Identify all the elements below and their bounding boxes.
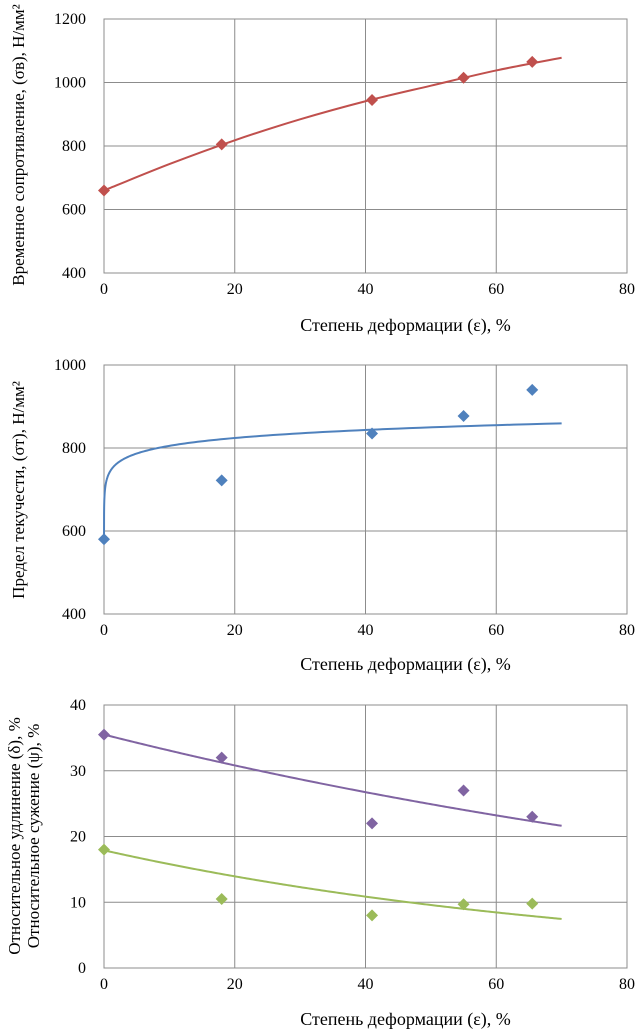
data-point: [98, 533, 110, 546]
x-tick-label: 60: [488, 976, 504, 993]
series-line: [103, 733, 562, 827]
x-tick-label: 20: [227, 622, 243, 639]
data-point: [526, 810, 539, 823]
data-point: [526, 55, 539, 68]
y-tick-label: 400: [62, 265, 86, 282]
y-tick-label: 800: [62, 440, 86, 457]
data-point: [215, 474, 228, 487]
y-tick-label: 1000: [54, 357, 86, 374]
x-tick-label: 0: [100, 976, 108, 993]
x-tick-label: 60: [488, 622, 504, 639]
data-point: [366, 817, 379, 830]
x-tick-label: 60: [488, 281, 504, 298]
y-axis-label: Относительное удлинение (δ), %: [5, 717, 24, 954]
series-1: [98, 383, 562, 546]
x-tick-label: 40: [358, 281, 374, 298]
plot-frame: [103, 704, 628, 969]
data-point: [98, 184, 110, 197]
y-tick-label: 600: [62, 523, 86, 540]
x-axis-label: Степень деформации (ε), %: [300, 654, 511, 675]
series-1: [98, 728, 562, 830]
data-point: [457, 898, 470, 911]
series-2: [98, 843, 562, 922]
y-tick-label: 20: [70, 829, 86, 846]
data-point: [526, 897, 539, 910]
y-axis-label: Временное сопротивление, (σв), Н/мм²: [9, 4, 28, 286]
x-tick-label: 20: [227, 976, 243, 993]
data-point: [98, 728, 110, 741]
y-tick-label: 30: [70, 763, 86, 780]
data-point: [457, 71, 470, 84]
data-point: [457, 784, 470, 797]
y-tick-label: 400: [62, 606, 86, 623]
x-axis-label: Степень деформации (ε), %: [300, 315, 511, 336]
series-line: [103, 422, 562, 541]
data-point: [215, 138, 228, 151]
series-line: [103, 56, 562, 192]
x-tick-label: 80: [619, 622, 635, 639]
x-tick-label: 0: [100, 622, 108, 639]
data-point: [526, 383, 539, 396]
data-point: [215, 892, 228, 905]
y-tick-label: 800: [62, 138, 86, 155]
series-1: [98, 55, 562, 197]
chart-1: 0 20 40 60 80 400 600 800 1000 1200 Степень деформ…: [9, 4, 635, 336]
y-tick-label: 1000: [54, 75, 86, 92]
chart-2: 0 20 40 60 80 400 600 800 1000 Степень деформации…: [9, 357, 635, 675]
data-point: [98, 843, 110, 856]
y-axis-label: Предел текучести, (σт), Н/мм²: [9, 381, 28, 599]
x-tick-label: 20: [227, 281, 243, 298]
y-tick-label: 10: [70, 894, 86, 911]
data-point: [366, 427, 379, 440]
x-tick-label: 80: [619, 281, 635, 298]
data-point: [215, 751, 228, 764]
x-axis-label: Степень деформации (ε), %: [300, 1009, 511, 1030]
data-point: [457, 410, 470, 423]
data-point: [366, 93, 379, 106]
chart-3: 0 20 40 60 80 0 10 20 30 40 Степень деформации (ε)…: [5, 697, 635, 1030]
y-axis-label-2: Относительное сужение (ψ), %: [24, 724, 43, 948]
x-tick-label: 80: [619, 976, 635, 993]
data-point: [366, 909, 379, 922]
y-tick-label: 1200: [54, 11, 86, 28]
plot-frame: [103, 18, 628, 274]
series-line: [103, 849, 562, 920]
x-tick-label: 0: [100, 281, 108, 298]
y-tick-label: 600: [62, 202, 86, 219]
x-tick-label: 40: [358, 622, 374, 639]
y-tick-label: 0: [78, 960, 86, 977]
y-tick-label: 40: [70, 697, 86, 714]
x-tick-label: 40: [358, 976, 374, 993]
